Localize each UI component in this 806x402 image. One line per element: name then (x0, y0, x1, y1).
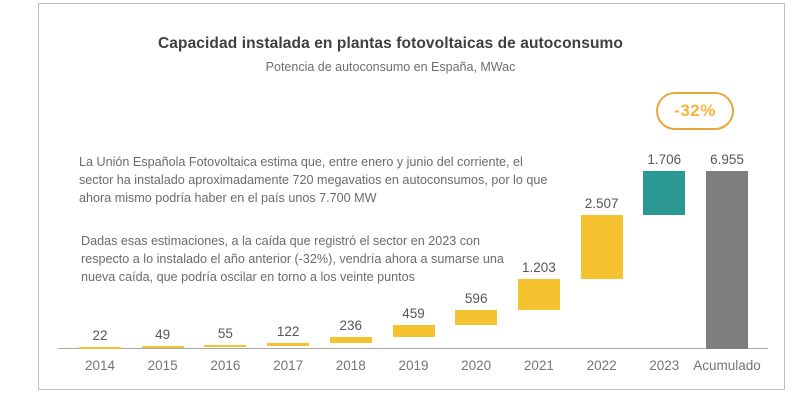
bar-2022 (580, 214, 623, 279)
value-label-2018: 236 (339, 317, 363, 333)
x-axis-label-2017: 2017 (273, 358, 304, 373)
bar-2019 (392, 324, 435, 337)
x-axis-label-2023: 2023 (649, 358, 680, 373)
value-label-2016: 55 (217, 326, 233, 342)
value-label-2020: 596 (464, 290, 488, 306)
bar-2014 (79, 347, 121, 349)
value-label-2019: 459 (402, 305, 425, 321)
bar-2023 (643, 171, 686, 215)
x-axis-label-2014: 2014 (84, 358, 116, 373)
x-axis-label-2016: 2016 (210, 358, 241, 373)
chart-subtitle: Potencia de autoconsumo en España, MWac (265, 60, 516, 74)
bar-2018 (329, 336, 372, 343)
x-axis-line (58, 348, 768, 349)
chart-card: Capacidad instalada en plantas fotovolta… (38, 3, 785, 390)
x-axis-label-2022: 2022 (586, 358, 617, 373)
x-axis-label-2015: 2015 (147, 358, 178, 373)
value-label-2017: 122 (276, 323, 300, 339)
annotation-paragraph-1: La Unión Española Fotovoltaica estima qu… (79, 155, 548, 206)
annotation-paragraph-2: Dadas esas estimaciones, a la caída que … (81, 234, 504, 285)
x-axis-label-2018: 2018 (335, 358, 366, 373)
value-label-2015: 49 (155, 327, 171, 343)
value-label-2022: 2.507 (584, 195, 619, 211)
x-axis-label-2019: 2019 (398, 358, 429, 373)
decline-percentage-badge: -32% (656, 92, 734, 130)
value-label-2014: 22 (92, 328, 108, 343)
x-axis-label-acumulado: Acumulado (693, 358, 761, 373)
bar-2015 (141, 346, 184, 349)
bar-2020 (455, 309, 498, 325)
decline-percentage-label: -32% (674, 101, 716, 120)
bar-acumulado (706, 171, 748, 349)
bar-2017 (267, 342, 310, 346)
bar-2021 (517, 278, 560, 310)
value-label-2021: 1.203 (521, 259, 556, 275)
value-label-2023: 1.706 (647, 152, 682, 167)
value-label-acumulado: 6.955 (710, 152, 744, 167)
x-axis-label-2020: 2020 (461, 358, 492, 373)
chart-title: Capacidad instalada en plantas fotovolta… (158, 35, 623, 52)
bar-2016 (204, 345, 247, 348)
x-axis-label-2021: 2021 (523, 358, 554, 373)
plot-area: 22 2014 49 2015 55 2016 122 2017 236 2018 459 2019 5… (39, 4, 784, 389)
